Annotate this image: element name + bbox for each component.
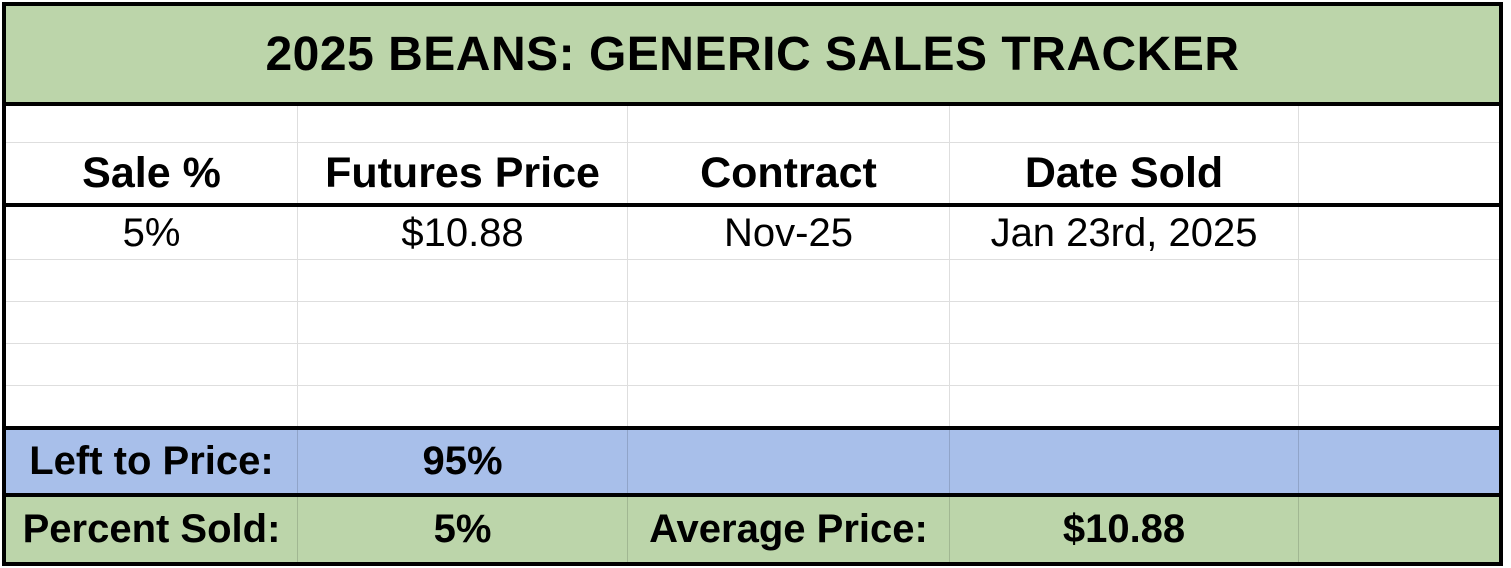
- empty-sale-row: [6, 344, 1499, 386]
- header-sale-pct[interactable]: Sale %: [6, 143, 298, 203]
- cell-sale-pct[interactable]: 5%: [6, 207, 298, 259]
- empty-sale-row: [6, 260, 1499, 302]
- cell-futures-price[interactable]: $10.88: [298, 207, 628, 259]
- cell-empty[interactable]: [298, 344, 628, 385]
- cell-empty[interactable]: [950, 386, 1299, 426]
- cell-empty[interactable]: [6, 302, 298, 343]
- left-to-price-label[interactable]: Left to Price:: [6, 430, 298, 493]
- cell-empty[interactable]: [950, 260, 1299, 301]
- empty-sale-row: [6, 386, 1499, 426]
- cell-empty[interactable]: [1299, 344, 1499, 385]
- cell-empty[interactable]: [6, 386, 298, 426]
- title-row: 2025 BEANS: GENERIC SALES TRACKER: [6, 6, 1499, 106]
- cell-empty[interactable]: [298, 260, 628, 301]
- cell-empty[interactable]: [950, 344, 1299, 385]
- column-header-row: Sale % Futures Price Contract Date Sold: [6, 143, 1499, 207]
- cell-empty[interactable]: [1299, 106, 1499, 142]
- cell-empty[interactable]: [950, 302, 1299, 343]
- cell-empty[interactable]: [6, 260, 298, 301]
- cell-empty[interactable]: [1299, 430, 1499, 493]
- page-title: 2025 BEANS: GENERIC SALES TRACKER: [265, 27, 1240, 81]
- cell-empty[interactable]: [628, 430, 950, 493]
- percent-sold-row: Percent Sold: 5% Average Price: $10.88: [6, 497, 1499, 562]
- cell-empty[interactable]: [298, 302, 628, 343]
- cell-empty[interactable]: [950, 106, 1299, 142]
- header-empty[interactable]: [1299, 143, 1499, 203]
- average-price-label[interactable]: Average Price:: [628, 497, 950, 562]
- cell-empty[interactable]: [628, 106, 950, 142]
- percent-sold-value[interactable]: 5%: [298, 497, 628, 562]
- cell-date-sold[interactable]: Jan 23rd, 2025: [950, 207, 1299, 259]
- cell-empty[interactable]: [1299, 302, 1499, 343]
- cell-empty[interactable]: [6, 344, 298, 385]
- sale-row: 5% $10.88 Nov-25 Jan 23rd, 2025: [6, 207, 1499, 260]
- cell-empty[interactable]: [628, 386, 950, 426]
- cell-empty[interactable]: [1299, 386, 1499, 426]
- cell-empty[interactable]: [628, 302, 950, 343]
- empty-sale-row: [6, 302, 1499, 344]
- cell-empty[interactable]: [6, 106, 298, 142]
- cell-empty[interactable]: [298, 386, 628, 426]
- average-price-value[interactable]: $10.88: [950, 497, 1299, 562]
- cell-empty[interactable]: [298, 106, 628, 142]
- percent-sold-label[interactable]: Percent Sold:: [6, 497, 298, 562]
- cell-empty[interactable]: [628, 260, 950, 301]
- header-date-sold[interactable]: Date Sold: [950, 143, 1299, 203]
- cell-empty[interactable]: [1299, 497, 1499, 562]
- header-contract[interactable]: Contract: [628, 143, 950, 203]
- cell-empty[interactable]: [1299, 207, 1499, 259]
- left-to-price-row: Left to Price: 95%: [6, 426, 1499, 497]
- left-to-price-value[interactable]: 95%: [298, 430, 628, 493]
- cell-empty[interactable]: [950, 430, 1299, 493]
- spacer-row: [6, 106, 1499, 143]
- cell-empty[interactable]: [628, 344, 950, 385]
- cell-empty[interactable]: [1299, 260, 1499, 301]
- cell-contract[interactable]: Nov-25: [628, 207, 950, 259]
- header-futures-price[interactable]: Futures Price: [298, 143, 628, 203]
